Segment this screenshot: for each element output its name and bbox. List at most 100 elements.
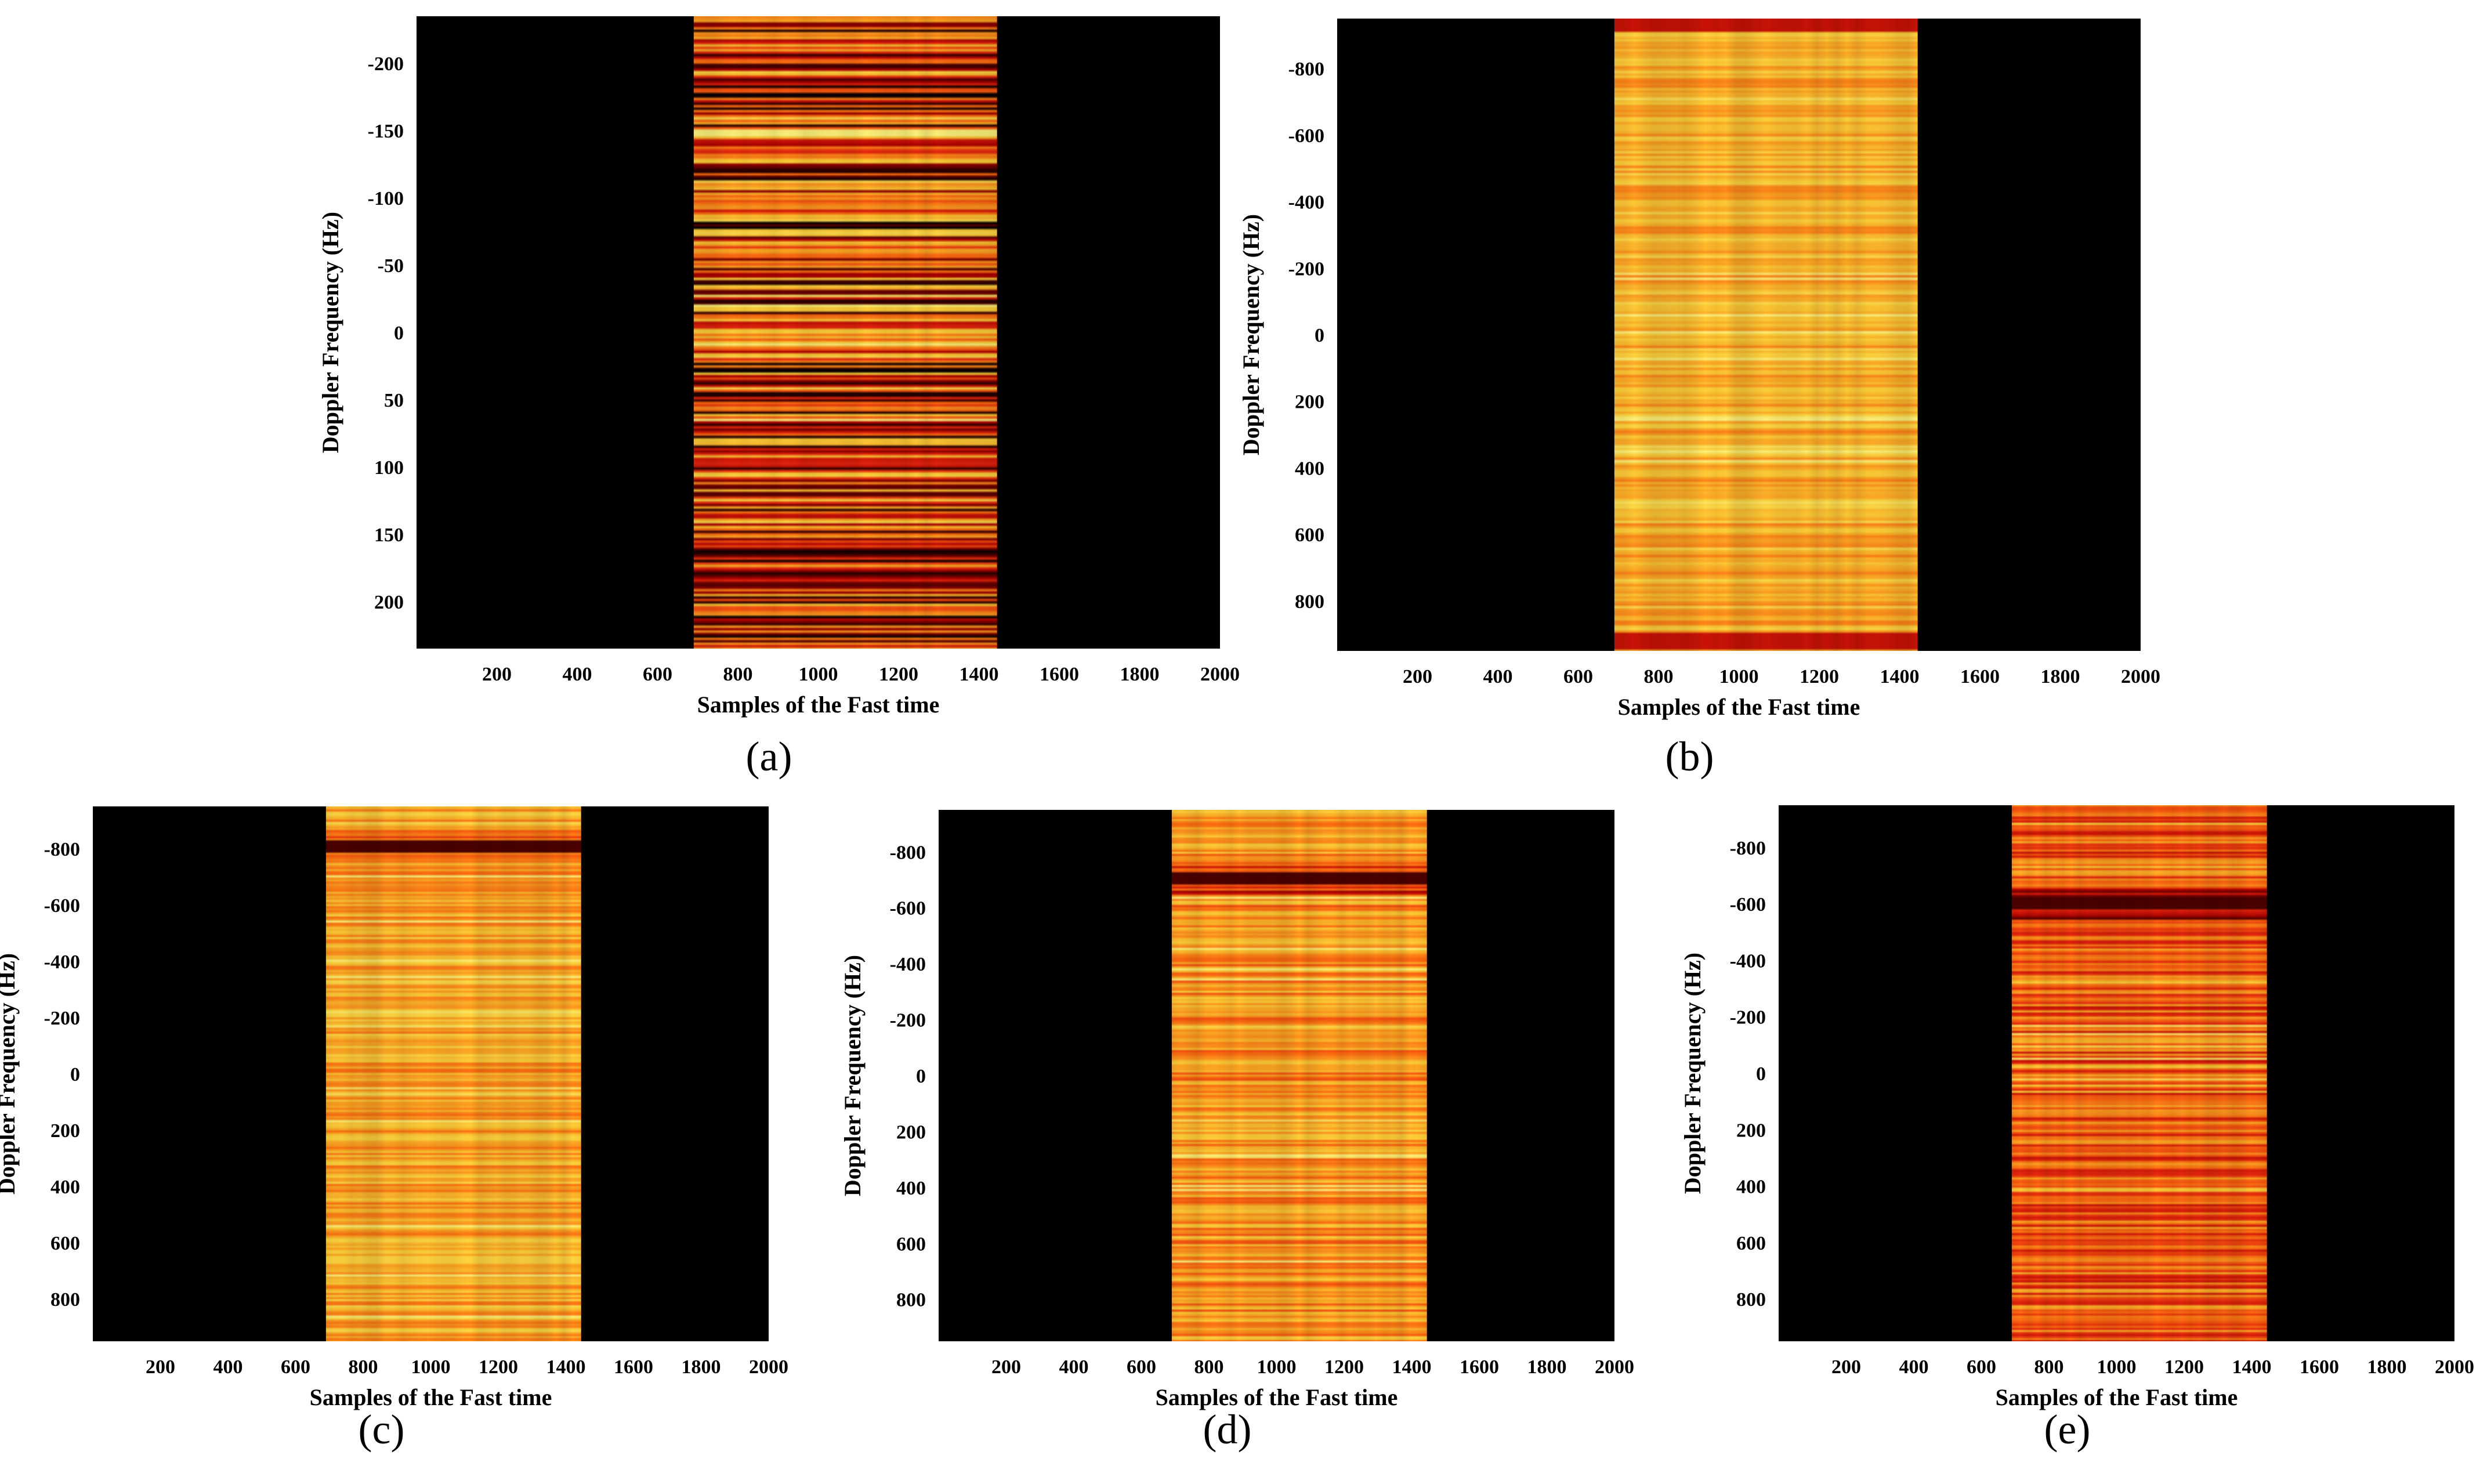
y-axis-label: Doppler Frequency (Hz): [0, 953, 20, 1195]
x-tick-label: 1600: [1960, 666, 2000, 687]
x-tick-label: 1800: [1120, 664, 1160, 685]
x-tick-label: 2000: [1595, 1356, 1634, 1378]
x-tick-label: 1200: [2164, 1356, 2204, 1378]
x-tick-label: 1800: [2367, 1356, 2407, 1378]
x-tick-label: 800: [1644, 666, 1674, 687]
y-tick-label: 800: [50, 1289, 80, 1311]
x-tick-label: 400: [563, 664, 592, 685]
y-tick-label: -100: [368, 188, 404, 209]
y-tick-label: 200: [1295, 392, 1324, 413]
y-tick-label: 0: [916, 1066, 926, 1087]
y-axis-label: Doppler Frequency (Hz): [317, 212, 343, 453]
y-tick-label: 400: [1736, 1177, 1766, 1198]
chart-panel-d: 200 400 600 800 1000 1200 1400 1600 1800 2000-800…: [839, 810, 1634, 1453]
x-tick-label: 600: [1967, 1356, 1996, 1378]
y-tick-label: 100: [374, 457, 404, 479]
x-tick-label: 1000: [1719, 666, 1759, 687]
x-tick-label: 400: [1059, 1356, 1089, 1378]
x-tick-label: 200: [146, 1356, 175, 1378]
x-tick-label: 400: [1899, 1356, 1929, 1378]
x-tick-label: 1000: [799, 664, 838, 685]
y-tick-label: 600: [1295, 524, 1324, 546]
panel-label: (c): [359, 1406, 405, 1453]
y-tick-label: 400: [50, 1177, 80, 1198]
x-tick-label: 1600: [1460, 1356, 1499, 1378]
x-tick-label: 400: [1483, 666, 1513, 687]
y-axis-label: Doppler Frequency (Hz): [839, 955, 866, 1196]
chart-panel-b: 200 400 600 800 1000 1200 1400 1600 1800 2000-800…: [1238, 19, 2160, 780]
x-tick-label: 2000: [749, 1356, 788, 1378]
x-tick-label: 200: [482, 664, 512, 685]
x-tick-label: 2000: [2121, 666, 2160, 687]
x-tick-label: 200: [1831, 1356, 1861, 1378]
x-tick-label: 1400: [1392, 1356, 1432, 1378]
panel-label: (e): [2044, 1406, 2091, 1453]
y-tick-label: 50: [384, 390, 404, 411]
y-tick-label: -600: [1730, 894, 1766, 915]
x-tick-label: 400: [213, 1356, 243, 1378]
x-axis-label: Samples of the Fast time: [1996, 1384, 2238, 1410]
y-axis-label: Doppler Frequency (Hz): [1238, 214, 1264, 455]
y-axis-label: Doppler Frequency (Hz): [1679, 953, 1706, 1194]
y-tick-label: -400: [44, 951, 80, 973]
y-tick-label: -200: [1288, 258, 1324, 280]
x-tick-label: 1600: [2300, 1356, 2339, 1378]
x-tick-label: 200: [1403, 666, 1432, 687]
y-tick-label: 0: [394, 323, 404, 344]
y-tick-label: -200: [890, 1010, 926, 1031]
y-tick-label: 800: [896, 1290, 926, 1311]
x-tick-label: 1200: [1324, 1356, 1364, 1378]
y-tick-label: 200: [1736, 1120, 1766, 1141]
x-tick-label: 1200: [1800, 666, 1839, 687]
y-tick-label: -800: [44, 839, 80, 860]
panel-label: (a): [746, 733, 792, 780]
x-tick-label: 1800: [682, 1356, 721, 1378]
x-axis-label: Samples of the Fast time: [1156, 1384, 1398, 1410]
y-tick-label: 400: [1295, 458, 1324, 479]
signal-band-texture: [325, 806, 581, 1341]
y-tick-label: 400: [896, 1178, 926, 1199]
y-tick-label: -200: [44, 1008, 80, 1029]
x-tick-label: 1800: [2041, 666, 2080, 687]
y-tick-label: 0: [70, 1064, 80, 1085]
x-tick-label: 800: [349, 1356, 378, 1378]
x-tick-label: 1200: [879, 664, 918, 685]
signal-band-texture: [1614, 19, 1918, 651]
y-tick-label: 0: [1756, 1063, 1766, 1085]
y-tick-label: -600: [1288, 125, 1324, 147]
y-tick-label: 200: [896, 1121, 926, 1143]
y-tick-label: -800: [1730, 838, 1766, 859]
x-tick-label: 800: [1194, 1356, 1224, 1378]
y-tick-label: 0: [1315, 325, 1324, 346]
x-tick-label: 600: [643, 664, 672, 685]
y-tick-label: -600: [890, 898, 926, 920]
x-tick-label: 200: [991, 1356, 1021, 1378]
signal-band-texture: [2011, 805, 2267, 1341]
y-tick-label: 600: [50, 1233, 80, 1254]
y-tick-label: -400: [890, 954, 926, 975]
chart-panel-a: 200 400 600 800 1000 1200 1400 1600 1800 2000-200…: [317, 16, 1240, 780]
y-tick-label: -200: [1730, 1007, 1766, 1029]
y-tick-label: -600: [44, 895, 80, 917]
y-tick-label: -400: [1288, 192, 1324, 213]
x-tick-label: 1600: [614, 1356, 653, 1378]
x-tick-label: 800: [723, 664, 753, 685]
signal-band-texture: [1171, 810, 1427, 1341]
x-axis-label: Samples of the Fast time: [1618, 694, 1860, 720]
y-tick-label: -800: [890, 842, 926, 863]
panel-label: (d): [1203, 1406, 1252, 1453]
y-tick-label: -200: [368, 53, 404, 75]
x-tick-label: 1400: [960, 664, 999, 685]
x-axis-label: Samples of the Fast time: [697, 692, 940, 718]
x-tick-label: 600: [1127, 1356, 1156, 1378]
x-tick-label: 800: [2034, 1356, 2064, 1378]
y-tick-label: -800: [1288, 59, 1324, 80]
y-tick-label: -400: [1730, 950, 1766, 972]
x-tick-label: 1400: [2232, 1356, 2272, 1378]
panel-label: (b): [1666, 733, 1714, 780]
x-tick-label: 1200: [479, 1356, 518, 1378]
x-tick-label: 1000: [1257, 1356, 1297, 1378]
x-tick-label: 1400: [546, 1356, 586, 1378]
y-tick-label: 200: [50, 1120, 80, 1142]
